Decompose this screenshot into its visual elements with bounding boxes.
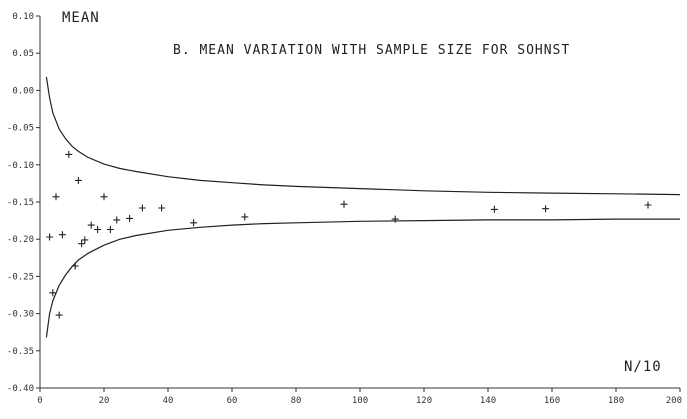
data-point <box>52 193 60 201</box>
axes: 0.10 0.05 0.00 -0.05 -0.10 -0.15 -0.20 -0.25 -0.… <box>7 12 682 406</box>
y-tick-label: -0.20 <box>7 235 34 245</box>
y-tick-label: -0.30 <box>7 310 34 320</box>
x-tick-label: 140 <box>480 396 496 406</box>
data-points <box>46 150 652 319</box>
y-tick-label: 0.00 <box>12 86 34 96</box>
data-point <box>391 215 399 223</box>
data-point <box>81 236 89 244</box>
y-tick-label: -0.15 <box>7 198 34 208</box>
x-tick-label: 0 <box>37 396 42 406</box>
data-point <box>65 150 73 158</box>
x-axis-label: N/10 <box>624 359 662 375</box>
x-tick-label: 60 <box>227 396 238 406</box>
data-point <box>46 233 54 241</box>
x-tick-label: 200 <box>666 396 682 406</box>
chart-title: B. MEAN VARIATION WITH SAMPLE SIZE FOR S… <box>173 43 570 58</box>
data-point <box>644 201 652 209</box>
data-point <box>340 200 348 208</box>
y-tick-label: -0.40 <box>7 384 34 394</box>
y-tick-label: -0.35 <box>7 347 34 357</box>
data-point <box>490 205 498 213</box>
y-axis-label: MEAN <box>62 10 100 26</box>
y-tick-label: -0.05 <box>7 124 34 134</box>
data-point <box>94 226 102 233</box>
x-tick-label: 180 <box>608 396 624 406</box>
data-point <box>49 289 57 297</box>
x-tick-label: 120 <box>416 396 432 406</box>
data-point <box>106 226 114 233</box>
y-tick-label: 0.10 <box>12 12 34 22</box>
x-tick-label: 80 <box>291 396 302 406</box>
lower-bound-curve <box>45 218 680 338</box>
data-point <box>87 221 95 229</box>
data-point <box>74 176 82 184</box>
data-point <box>138 204 146 212</box>
data-point <box>158 204 166 212</box>
x-tick-label: 160 <box>544 396 560 406</box>
y-tick-label: 0.05 <box>12 49 34 59</box>
data-point <box>78 240 86 248</box>
x-tick-label: 40 <box>163 396 174 406</box>
data-point <box>55 311 63 319</box>
data-point <box>113 216 121 224</box>
data-point <box>190 219 198 227</box>
data-point <box>58 231 66 239</box>
data-point <box>100 193 108 201</box>
data-point <box>126 214 134 222</box>
confidence-curves <box>45 76 681 338</box>
y-tick-label: -0.10 <box>7 161 34 171</box>
y-tick-label: -0.25 <box>7 272 34 282</box>
upper-bound-curve <box>45 76 681 196</box>
x-tick-label: 20 <box>99 396 110 406</box>
data-point <box>71 262 79 270</box>
data-point <box>542 205 550 213</box>
x-tick-label: 100 <box>352 396 368 406</box>
data-point <box>241 213 249 221</box>
